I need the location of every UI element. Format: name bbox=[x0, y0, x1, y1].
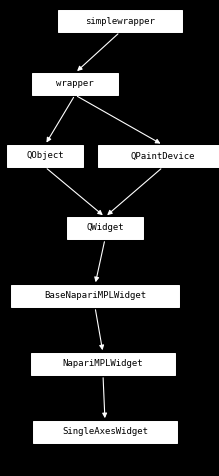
FancyBboxPatch shape bbox=[98, 145, 219, 167]
FancyBboxPatch shape bbox=[7, 145, 83, 167]
FancyBboxPatch shape bbox=[67, 217, 143, 239]
Text: wrapper: wrapper bbox=[56, 79, 94, 89]
Text: QWidget: QWidget bbox=[86, 224, 124, 232]
FancyBboxPatch shape bbox=[58, 10, 182, 32]
FancyBboxPatch shape bbox=[32, 73, 118, 95]
Text: SingleAxesWidget: SingleAxesWidget bbox=[62, 427, 148, 436]
FancyBboxPatch shape bbox=[31, 353, 175, 375]
FancyBboxPatch shape bbox=[33, 421, 177, 443]
Text: simplewrapper: simplewrapper bbox=[85, 17, 155, 26]
Text: NapariMPLWidget: NapariMPLWidget bbox=[63, 359, 143, 368]
Text: QPaintDevice: QPaintDevice bbox=[131, 151, 195, 160]
Text: QObject: QObject bbox=[26, 151, 64, 160]
Text: BaseNapariMPLWidget: BaseNapariMPLWidget bbox=[44, 291, 146, 300]
FancyBboxPatch shape bbox=[11, 285, 179, 307]
